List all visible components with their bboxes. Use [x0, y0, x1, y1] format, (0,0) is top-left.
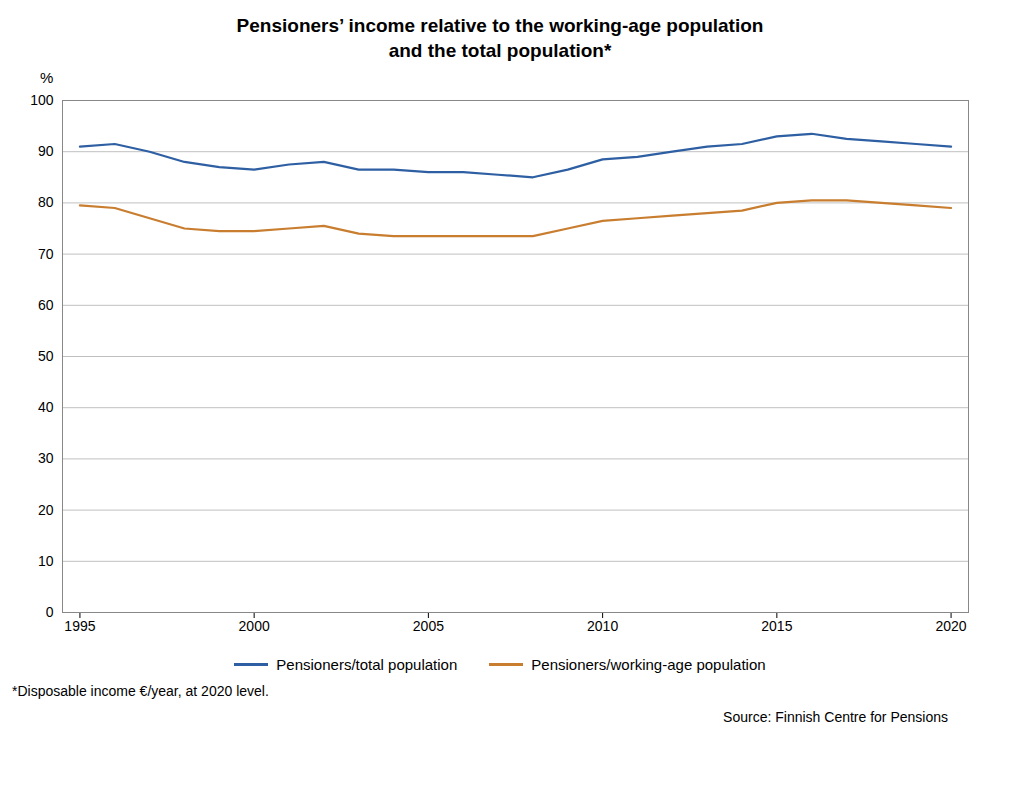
svg-text:2015: 2015 [761, 619, 792, 635]
html-text:Pensioners/total population: Pensioners/total population [276, 656, 458, 674]
svg-text:30: 30 [38, 451, 54, 467]
svg-text:100: 100 [30, 92, 54, 108]
svg-text:1995: 1995 [64, 619, 95, 635]
html-text:Pensioners/working-age populat: Pensioners/working-age population [531, 656, 766, 674]
svg-text:20: 20 [38, 502, 54, 518]
html-text:Source: Finnish Centre for Pen: Source: Finnish Centre for Pensions [723, 709, 948, 726]
svg-text:50: 50 [38, 348, 54, 364]
svg-text:2020: 2020 [935, 619, 966, 635]
svg-text:90: 90 [38, 144, 54, 160]
svg-text:60: 60 [38, 297, 54, 313]
html-text:Pensioners’ income relative to: Pensioners’ income relative to the worki… [236, 15, 764, 61]
svg-text:10: 10 [38, 553, 54, 569]
svg-text:0: 0 [46, 604, 54, 620]
svg-text:2010: 2010 [587, 619, 618, 635]
html-text:*Disposable income €/year, at: *Disposable income €/year, at 2020 level… [12, 683, 269, 700]
svg-text:2000: 2000 [239, 619, 270, 635]
svg-text:80: 80 [38, 195, 54, 211]
svg-text:2005: 2005 [413, 619, 444, 635]
svg-text:70: 70 [38, 246, 54, 262]
svg-text:40: 40 [38, 400, 54, 416]
